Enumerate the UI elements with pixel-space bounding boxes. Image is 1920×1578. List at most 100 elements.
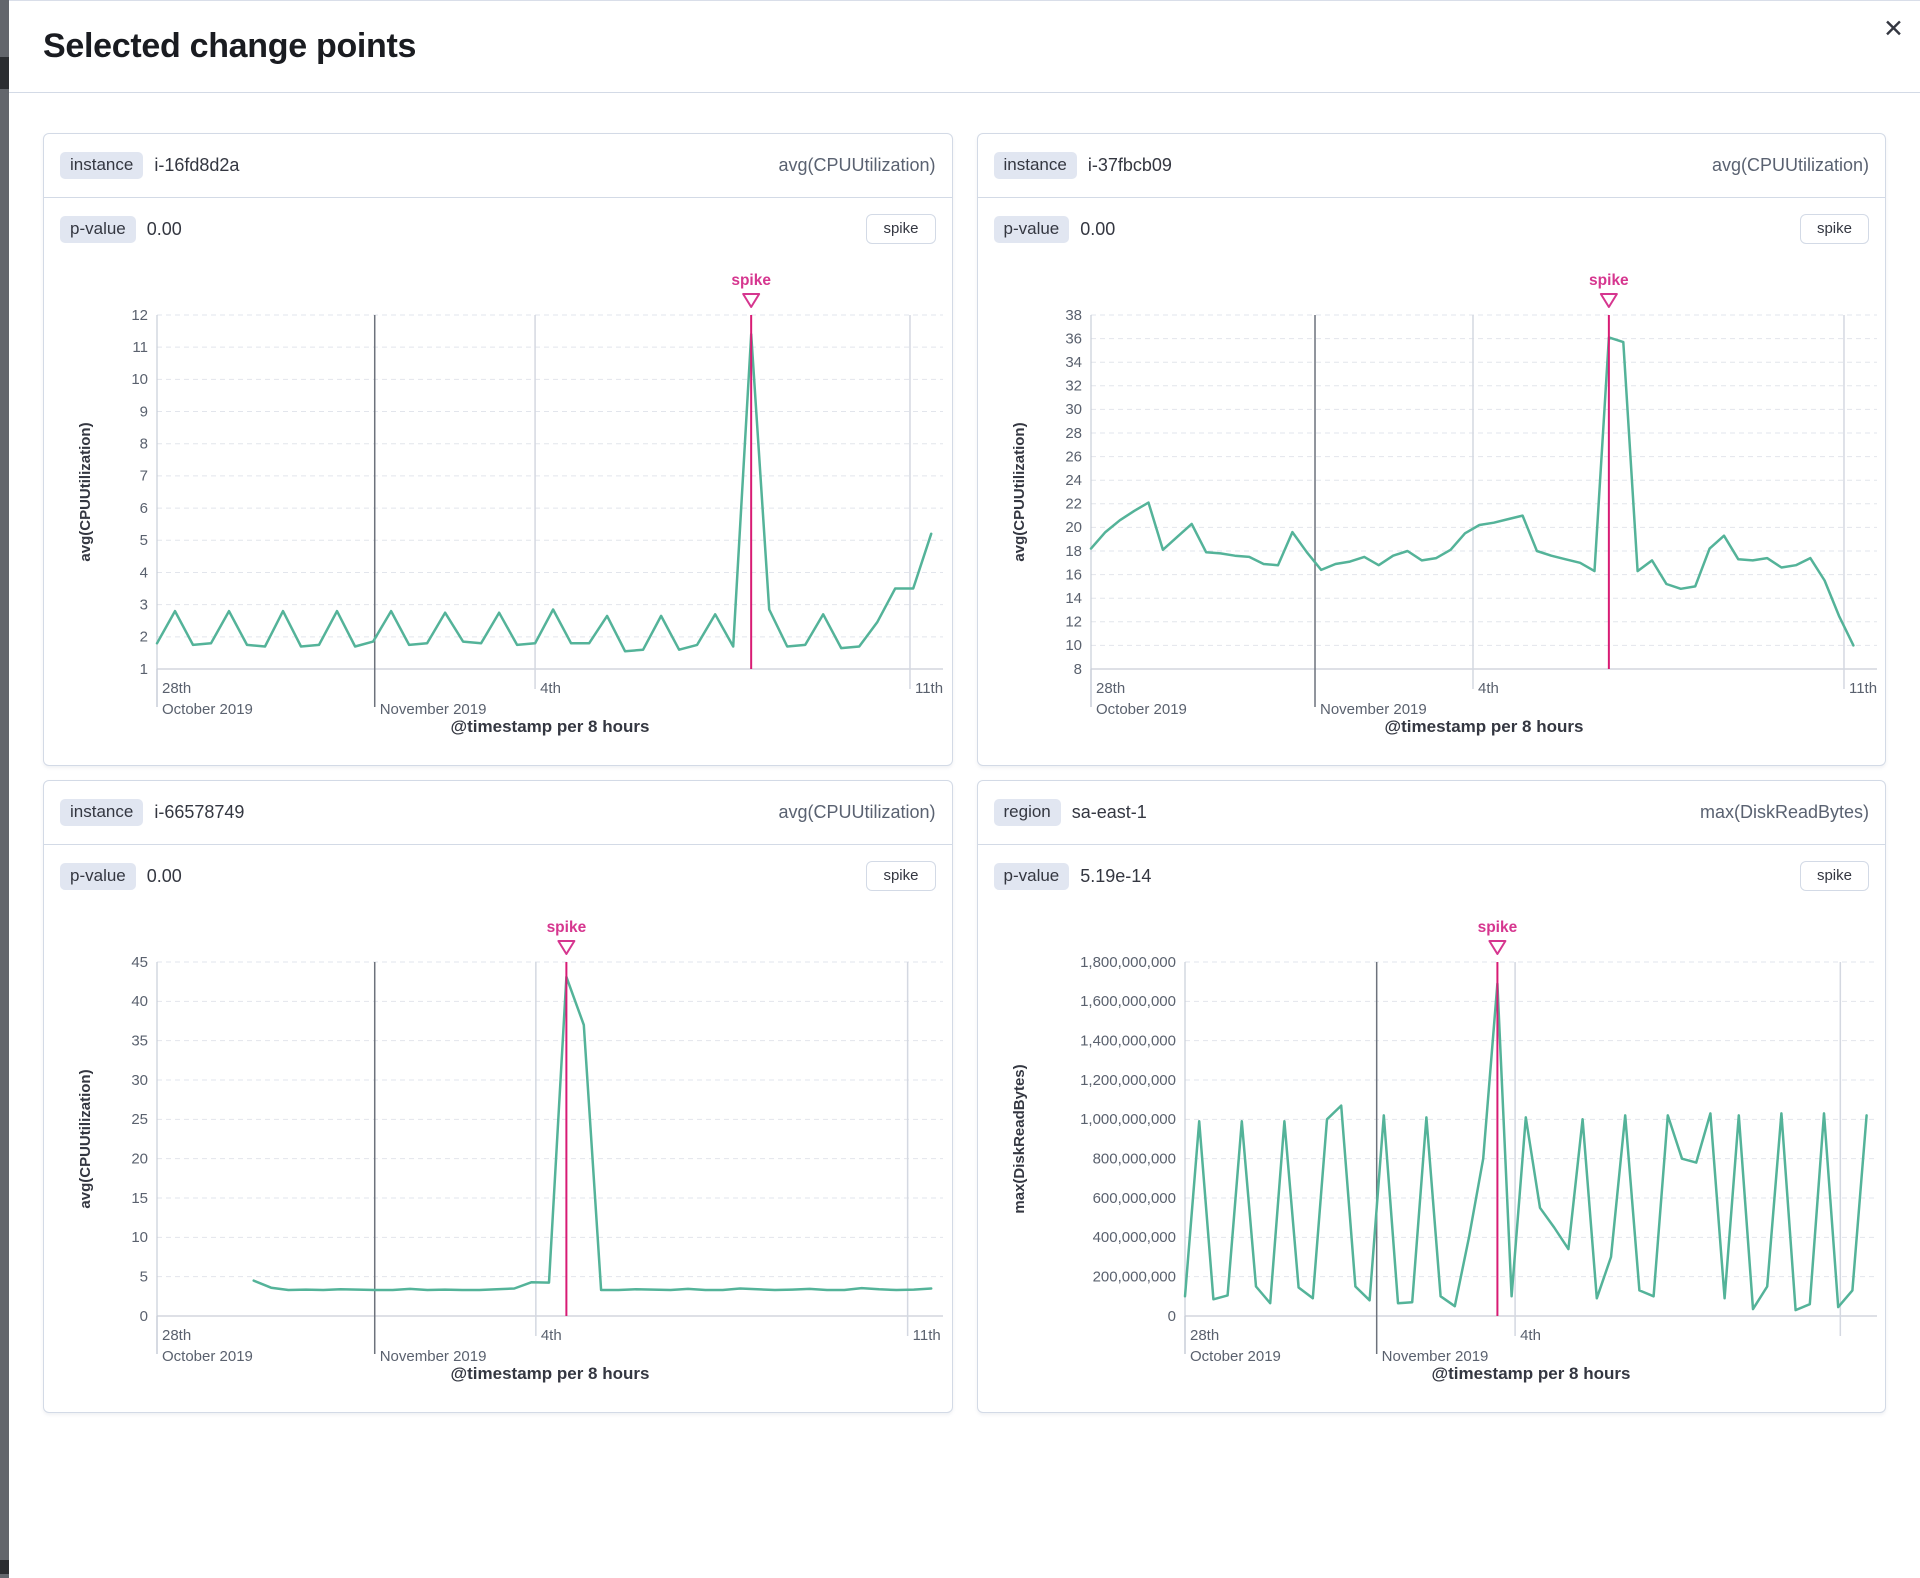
field-badge: instance xyxy=(60,799,144,826)
y-tick-label: 6 xyxy=(140,500,148,517)
x-axis-title: @timestamp per 8 hours xyxy=(1431,1364,1630,1383)
pvalue-row: p-value 0.00 spike xyxy=(44,845,952,907)
cards-grid: instance i-16fd8d2a avg(CPUUtilization) … xyxy=(9,93,1920,1413)
y-tick-label: 10 xyxy=(1065,637,1082,654)
y-tick-label: 34 xyxy=(1065,354,1082,371)
spike-marker-triangle-icon xyxy=(1599,293,1618,308)
spike-annotation-label: spike xyxy=(547,919,587,936)
y-tick-label: 38 xyxy=(1065,307,1082,324)
x-tick-sublabel: October 2019 xyxy=(1096,701,1187,718)
y-tick-label: 1,400,000,000 xyxy=(1080,1032,1176,1049)
y-tick-label: 8 xyxy=(140,436,148,453)
spike-marker-triangle-icon xyxy=(1487,940,1506,955)
field-value: sa-east-1 xyxy=(1071,802,1147,822)
y-tick-label: 30 xyxy=(1065,401,1082,418)
change-point-card: instance i-66578749 avg(CPUUtilization) … xyxy=(43,780,953,1413)
spike-button[interactable]: spike xyxy=(1799,214,1869,244)
y-tick-label: 0 xyxy=(1167,1308,1175,1325)
y-tick-label: 40 xyxy=(131,993,148,1010)
chart: 0 200,000,000 400,000,000 600,000,000 800,00… xyxy=(978,907,1886,1412)
y-tick-label: 5 xyxy=(140,1268,148,1285)
pvalue-value: 0.00 xyxy=(1080,218,1116,239)
y-tick-label: 800,000,000 xyxy=(1092,1150,1175,1167)
spike-button[interactable]: spike xyxy=(866,861,936,891)
pvalue-badge: p-value xyxy=(60,215,136,243)
y-tick-label: 20 xyxy=(1065,519,1082,536)
modal-header: Selected change points ✕ xyxy=(9,1,1920,93)
pvalue-value: 5.19e-14 xyxy=(1080,865,1152,886)
change-point-card: instance i-37fbcb09 avg(CPUUtilization) … xyxy=(976,133,1886,766)
y-tick-label: 4 xyxy=(140,564,148,581)
chart: 0 5 10 15 20 25 30 35 40 45 28th October 2019 Novemb… xyxy=(44,907,952,1412)
y-tick-label: 28 xyxy=(1065,425,1082,442)
spike-marker-triangle-icon xyxy=(557,940,576,955)
y-tick-label: 11 xyxy=(132,339,148,356)
close-icon[interactable]: ✕ xyxy=(1883,15,1904,43)
y-tick-label: 26 xyxy=(1065,448,1082,465)
card-header-row: instance i-16fd8d2a avg(CPUUtilization) xyxy=(44,134,952,198)
metric-label: avg(CPUUtilization) xyxy=(1711,155,1869,175)
y-tick-label: 20 xyxy=(131,1150,148,1167)
x-tick-sublabel: November 2019 xyxy=(1381,1348,1488,1365)
pvalue-value: 0.00 xyxy=(146,218,182,239)
y-axis-title: avg(CPUUtilization) xyxy=(77,1069,94,1208)
chart: 1 2 3 4 5 6 7 8 9 10 11 12 28th October 2019 November … xyxy=(44,260,952,765)
field-value: i-16fd8d2a xyxy=(154,155,240,175)
x-tick-label: 4th xyxy=(540,680,561,697)
x-tick-label: 11th xyxy=(915,680,943,697)
spike-button[interactable]: spike xyxy=(866,214,936,244)
field-value: i-66578749 xyxy=(154,802,245,822)
card-header-row: region sa-east-1 max(DiskReadBytes) xyxy=(977,781,1885,845)
pvalue-badge: p-value xyxy=(993,215,1070,243)
x-tick-label: 4th xyxy=(1520,1327,1541,1344)
x-tick-sublabel: November 2019 xyxy=(380,701,487,718)
spike-annotation-label: spike xyxy=(1477,919,1517,936)
y-tick-label: 1,800,000,000 xyxy=(1080,954,1176,971)
y-tick-label: 35 xyxy=(131,1032,148,1049)
chart-svg: 0 200,000,000 400,000,000 600,000,000 800,00… xyxy=(1011,919,1877,1383)
y-axis-title: max(DiskReadBytes) xyxy=(1011,1064,1028,1213)
metric-label: avg(CPUUtilization) xyxy=(778,155,936,175)
series-line xyxy=(155,333,933,653)
change-points-modal: Selected change points ✕ instance i-16fd… xyxy=(9,0,1920,1578)
field-badge: instance xyxy=(993,152,1077,179)
x-tick-label: 11th xyxy=(1848,680,1876,697)
x-tick-label: 11th xyxy=(913,1327,941,1344)
spike-annotation-label: spike xyxy=(1589,272,1629,289)
y-tick-label: 14 xyxy=(1065,590,1082,607)
y-tick-label: 1 xyxy=(140,661,148,678)
pvalue-row: p-value 5.19e-14 spike xyxy=(978,845,1886,907)
x-tick-sublabel: October 2019 xyxy=(162,1348,253,1365)
y-tick-label: 200,000,000 xyxy=(1092,1268,1175,1285)
x-tick-label: 28th xyxy=(162,1327,191,1344)
field-badge: instance xyxy=(60,152,144,179)
card-header-row: instance i-66578749 avg(CPUUtilization) xyxy=(44,781,952,845)
y-tick-label: 400,000,000 xyxy=(1092,1229,1175,1246)
chart-svg: 8 10 12 14 16 18 20 22 24 26 28 30 32 34 36 38 28th Octob… xyxy=(1011,272,1877,736)
field-value: i-37fbcb09 xyxy=(1087,155,1172,175)
y-tick-label: 1,600,000,000 xyxy=(1080,993,1176,1010)
y-tick-label: 2 xyxy=(140,629,148,646)
y-tick-label: 7 xyxy=(140,468,148,485)
pvalue-badge: p-value xyxy=(993,862,1070,890)
y-tick-label: 32 xyxy=(1065,378,1082,395)
y-tick-label: 5 xyxy=(140,532,148,549)
pvalue-row: p-value 0.00 spike xyxy=(44,198,952,260)
x-tick-sublabel: November 2019 xyxy=(1320,701,1427,718)
x-tick-sublabel: November 2019 xyxy=(380,1348,487,1365)
x-tick-label: 28th xyxy=(1190,1327,1219,1344)
chart-svg: 0 5 10 15 20 25 30 35 40 45 28th October 2019 Novemb… xyxy=(77,919,943,1383)
x-tick-label: 4th xyxy=(1477,680,1498,697)
y-tick-label: 22 xyxy=(1065,496,1082,513)
x-tick-label: 28th xyxy=(162,680,191,697)
x-axis-title: @timestamp per 8 hours xyxy=(1384,717,1583,736)
y-tick-label: 24 xyxy=(1065,472,1082,489)
y-tick-label: 45 xyxy=(131,954,148,971)
spike-button[interactable]: spike xyxy=(1799,861,1869,891)
x-tick-label: 28th xyxy=(1096,680,1125,697)
y-tick-label: 3 xyxy=(140,596,148,613)
background-glyph xyxy=(0,57,9,89)
y-tick-label: 1,000,000,000 xyxy=(1080,1111,1176,1128)
